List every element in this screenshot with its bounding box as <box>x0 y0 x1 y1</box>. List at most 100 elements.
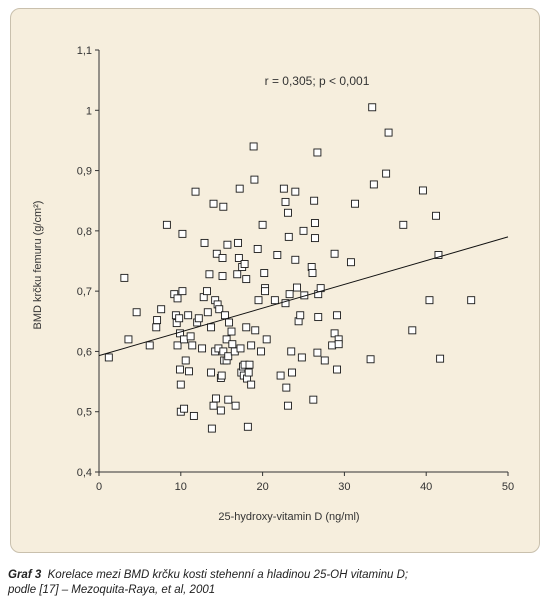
data-point <box>257 347 265 356</box>
y-tick-label: 0,7 <box>77 286 92 298</box>
data-point <box>228 340 237 349</box>
data-point <box>205 270 214 279</box>
data-point <box>284 232 293 241</box>
data-point <box>200 238 209 247</box>
trendline-group <box>98 236 509 357</box>
caption-text: Korelace mezi BMD krčku kosti stehenní a… <box>47 569 409 581</box>
x-axis-label: 25-hydroxy-vitamin D (ng/ml) <box>218 511 359 523</box>
data-point <box>132 308 141 317</box>
data-point <box>234 254 243 262</box>
y-axis: 0,4 0,5 0,6 0,7 0,8 0,9 1 1,1 <box>77 45 100 479</box>
x-tick-label: 40 <box>420 481 432 493</box>
y-axis-label: BMD krčku femuru (g/cm²) <box>32 201 44 330</box>
data-point <box>209 199 218 208</box>
data-point <box>240 260 249 268</box>
data-point <box>207 368 216 377</box>
data-point <box>245 360 254 369</box>
caption-line-1: Graf 3 Korelace mezi BMD krčku kosti ste… <box>8 568 538 583</box>
data-point <box>281 299 290 308</box>
data-point <box>287 347 296 356</box>
data-point <box>273 251 282 259</box>
data-point <box>311 219 319 227</box>
data-point <box>227 327 236 336</box>
data-point <box>418 186 427 195</box>
y-tick-label: 0,9 <box>77 166 92 178</box>
data-point <box>320 356 329 365</box>
figure-caption: Graf 3 Korelace mezi BMD krčku kosti ste… <box>8 568 538 598</box>
data-point <box>203 287 211 296</box>
data-point <box>260 269 269 278</box>
data-point <box>382 169 391 178</box>
y-tick-label: 0,8 <box>77 226 92 238</box>
data-point <box>178 287 187 296</box>
data-point <box>153 316 162 325</box>
data-point <box>334 340 343 349</box>
data-point <box>216 406 225 415</box>
data-point <box>299 226 308 235</box>
data-point <box>173 294 182 303</box>
data-point <box>250 175 259 184</box>
data-point <box>176 365 184 374</box>
data-point <box>120 273 129 282</box>
data-point <box>209 401 218 410</box>
data-point <box>262 335 271 344</box>
data-point <box>207 323 216 332</box>
data-point <box>436 354 445 363</box>
data-point <box>221 311 229 320</box>
data-point <box>184 311 193 320</box>
data-point <box>194 314 203 323</box>
data-point <box>313 148 322 157</box>
data-point <box>152 323 161 332</box>
data-point <box>384 128 393 137</box>
data-point <box>279 184 288 193</box>
data-point <box>236 344 245 353</box>
data-point <box>333 311 341 320</box>
data-point <box>235 184 244 193</box>
data-point <box>185 367 193 376</box>
data-point <box>368 103 377 112</box>
data-point <box>282 383 291 392</box>
data-point <box>258 220 267 229</box>
y-tick-label: 0,5 <box>77 407 92 419</box>
y-tick-label: 0,4 <box>77 467 92 479</box>
correlation-annotation: r = 0,305; p < 0,001 <box>265 74 370 88</box>
data-point <box>233 270 242 279</box>
data-point <box>270 296 279 305</box>
data-point <box>231 401 240 410</box>
data-point <box>254 296 263 305</box>
data-point <box>251 326 260 335</box>
data-point <box>366 355 375 364</box>
data-point <box>218 272 227 281</box>
data-point <box>242 275 251 284</box>
x-tick-label: 30 <box>338 481 350 493</box>
data-point <box>425 296 434 305</box>
y-tick-label: 1,1 <box>77 45 92 57</box>
data-point <box>408 326 417 335</box>
data-point <box>180 404 189 413</box>
data-point <box>281 197 290 206</box>
data-point <box>104 353 113 362</box>
data-point <box>181 356 190 365</box>
data-point <box>247 380 256 389</box>
data-point <box>291 187 300 196</box>
data-point <box>224 352 233 361</box>
data-point <box>173 341 182 350</box>
y-tick-label: 0,6 <box>77 346 92 358</box>
data-point <box>276 371 285 380</box>
trendline <box>98 236 509 357</box>
data-point <box>261 287 270 296</box>
figure-panel: 0,4 0,5 0,6 0,7 0,8 0,9 1 1,1 0 10 20 30 40 50 r = 0… <box>10 8 540 553</box>
data-point <box>157 305 166 314</box>
data-point <box>399 220 408 229</box>
data-point <box>467 296 476 305</box>
data-point <box>284 208 292 217</box>
data-point <box>244 368 253 377</box>
data-point <box>188 341 197 350</box>
x-tick-label: 20 <box>256 481 268 493</box>
data-point <box>333 365 341 374</box>
data-point <box>198 344 207 353</box>
data-point <box>176 380 185 389</box>
data-points <box>104 103 476 433</box>
data-point <box>288 368 296 377</box>
data-point <box>313 348 322 357</box>
